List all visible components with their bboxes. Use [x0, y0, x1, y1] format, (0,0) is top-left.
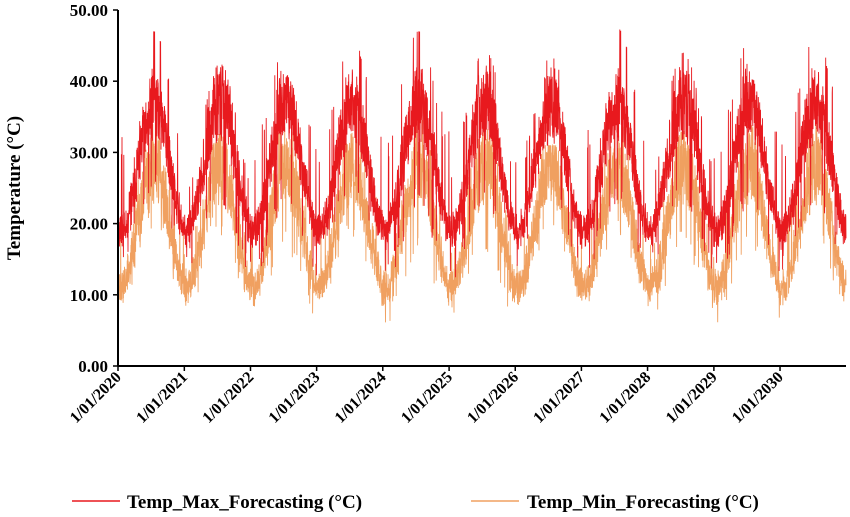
- y-tick-label: 10.00: [70, 286, 108, 305]
- y-tick-label: 0.00: [78, 357, 108, 376]
- legend: Temp_Max_Forecasting (°C) Temp_Min_Forec…: [72, 492, 759, 513]
- x-tick-label: 1/01/2029: [663, 369, 721, 427]
- x-tick-label: 1/01/2020: [67, 369, 125, 427]
- y-tick-label: 20.00: [70, 215, 108, 234]
- x-tick-label: 1/01/2021: [133, 369, 191, 427]
- y-axis-title: Temperature (°C): [4, 116, 25, 260]
- series-line-temp-min: [117, 117, 847, 323]
- x-tick-label: 1/01/2023: [266, 369, 324, 427]
- x-tick-label: 1/01/2030: [729, 369, 787, 427]
- y-axis-ticks: 0.00 10.00 20.00 30.00 40.00 50.00: [70, 1, 118, 376]
- y-tick-label: 50.00: [70, 1, 108, 20]
- x-tick-label: 1/01/2025: [398, 369, 456, 427]
- y-tick-label: 40.00: [70, 72, 108, 91]
- x-axis-ticks: 1/01/2020 1/01/2021 1/01/2022 1/01/2023 1/01…: [67, 366, 787, 427]
- x-tick-label: 1/01/2022: [199, 369, 257, 427]
- x-tick-label: 1/01/2024: [332, 369, 390, 427]
- legend-label-min: Temp_Min_Forecasting (°C): [527, 492, 759, 513]
- x-tick-label: 1/01/2028: [596, 369, 654, 427]
- series-layer: [117, 29, 847, 323]
- series-line-temp-max: [117, 29, 847, 278]
- legend-label-max: Temp_Max_Forecasting (°C): [127, 492, 362, 513]
- x-tick-label: 1/01/2027: [530, 369, 588, 427]
- y-tick-label: 30.00: [70, 143, 108, 162]
- x-tick-label: 1/01/2026: [464, 369, 522, 427]
